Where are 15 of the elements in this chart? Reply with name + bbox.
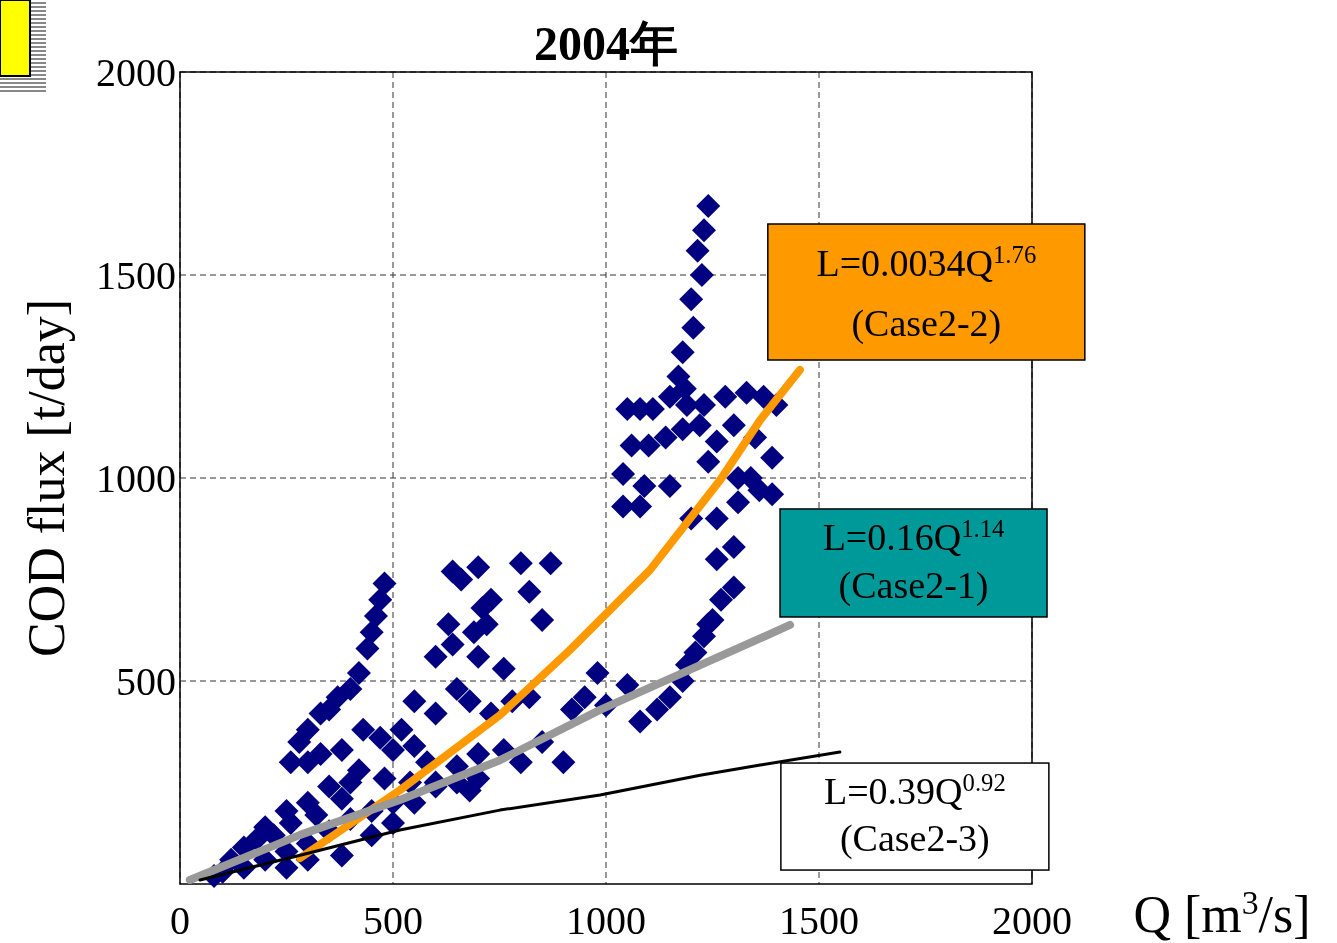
x-tick-label: 1000 — [566, 898, 646, 943]
chart-title: 2004年 — [534, 17, 678, 70]
y-tick-label: 2000 — [96, 50, 176, 95]
x-tick-label: 0 — [170, 898, 190, 943]
series-label: L=0.39Q$^{0.92}$ (Case2-3) — [823, 768, 1006, 860]
y-tick-label: 1000 — [96, 456, 176, 501]
x-tick-label: 2000 — [992, 898, 1072, 943]
x-tick-label: 1500 — [779, 898, 859, 943]
y-tick-label: 500 — [116, 659, 176, 704]
x-tick-label: 500 — [363, 898, 423, 943]
series-label: L=0.16Q$^{1.14}$ (Case2-1) — [822, 514, 1005, 607]
x-axis-title: Q [m$^{3}$/s] — [1133, 883, 1311, 943]
y-axis-title: COD flux [t/day] — [18, 298, 75, 658]
y-tick-label: 1500 — [96, 253, 176, 298]
text: L=0.0034Q$^{1.76}$ (Case2-2) — [816, 240, 1037, 344]
